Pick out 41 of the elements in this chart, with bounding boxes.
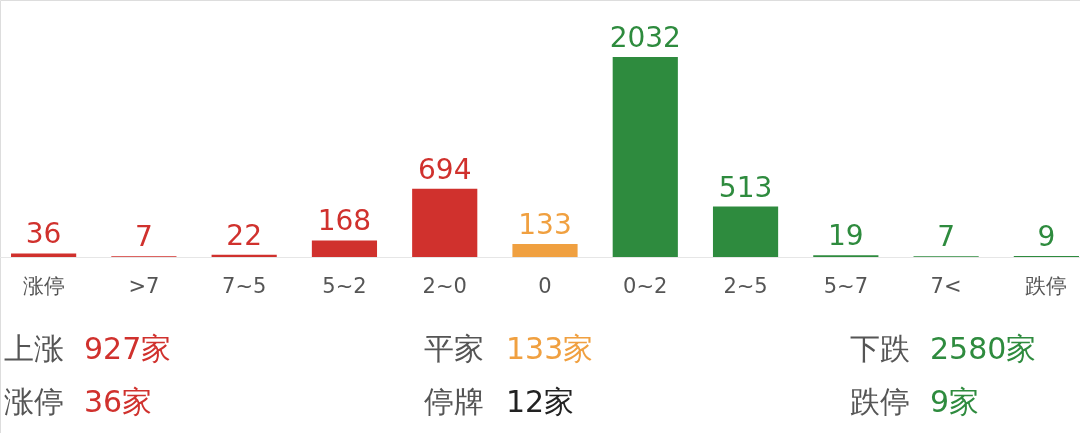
bar: [412, 188, 478, 257]
x-tick-label: 2~0: [422, 274, 467, 298]
text: 2580家: [930, 331, 1037, 366]
bar: [612, 57, 678, 257]
x-tick-label: 0~2: [623, 274, 668, 298]
bar: [311, 240, 378, 257]
bar: [211, 254, 277, 257]
data-label: 133: [518, 207, 572, 241]
data-label: 2032: [609, 21, 681, 54]
data-label: 694: [418, 152, 472, 186]
text: 跌停: [850, 384, 910, 419]
x-tick-label: 2~5: [723, 274, 768, 298]
data-label: 19: [828, 219, 864, 253]
text: 36家: [84, 384, 153, 419]
text: 上涨: [4, 331, 64, 366]
text: 927家: [84, 331, 172, 366]
data-label: 7: [134, 220, 153, 254]
x-tick-label: 5~2: [322, 274, 367, 298]
x-tick-label: >7: [128, 274, 160, 298]
data-label: 9: [1037, 220, 1056, 254]
bar: [512, 243, 578, 257]
x-tick-label: 7~5: [222, 274, 267, 298]
text: 平家: [424, 331, 484, 366]
bar: [11, 253, 77, 257]
data-label: 7: [937, 220, 956, 254]
text: 停牌: [424, 384, 484, 419]
data-label: 168: [317, 204, 372, 238]
bar: [712, 206, 779, 257]
text: 下跌: [850, 331, 910, 366]
text: 12家: [506, 384, 575, 419]
data-label: 22: [226, 218, 262, 252]
x-tick-label: 涨停: [22, 274, 65, 298]
text: 9家: [930, 384, 980, 419]
text: 133家: [506, 331, 594, 366]
text: 涨停: [4, 384, 64, 419]
data-label: 513: [718, 170, 773, 204]
x-tick-label: 跌停: [1025, 274, 1068, 298]
data-label: 36: [25, 217, 62, 251]
x-tick-label: 7<: [930, 274, 962, 298]
x-tick-label: 5~7: [823, 274, 868, 298]
x-tick-label: 0: [538, 274, 552, 298]
